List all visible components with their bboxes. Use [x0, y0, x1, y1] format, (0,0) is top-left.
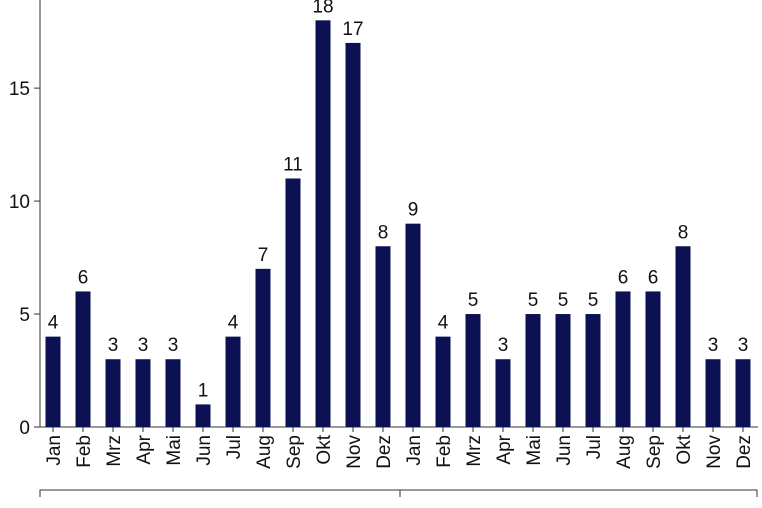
value-label: 7 [258, 245, 269, 266]
value-label: 5 [558, 290, 569, 311]
bar [255, 268, 271, 427]
value-label: 17 [342, 19, 363, 40]
value-label: 6 [648, 267, 659, 288]
bar [525, 314, 541, 427]
value-label: 8 [678, 222, 689, 243]
bar [465, 314, 481, 427]
bar [225, 336, 241, 427]
x-tick-label: Jan [404, 435, 425, 466]
value-label: 18 [312, 0, 333, 17]
bar [735, 359, 751, 427]
x-tick-label: Jul [224, 435, 245, 459]
value-label: 3 [168, 335, 179, 356]
value-label: 4 [48, 313, 59, 334]
x-tick-label: Aug [254, 435, 275, 469]
bar [345, 42, 361, 427]
x-tick-label: Mai [164, 435, 185, 466]
x-tick-label: Apr [134, 434, 155, 464]
bar [105, 359, 121, 427]
value-label: 5 [468, 290, 479, 311]
value-label: 3 [708, 335, 719, 356]
x-tick-label: Dez [374, 435, 395, 469]
value-label: 3 [498, 335, 509, 356]
y-tick-label: 5 [19, 305, 30, 326]
y-tick-label: 10 [9, 192, 30, 213]
bar [375, 246, 391, 427]
bar [495, 359, 511, 427]
x-tick-label: Mrz [104, 435, 125, 467]
x-tick-label: Jul [584, 435, 605, 459]
x-tick-label: Jun [554, 435, 575, 466]
bar [675, 246, 691, 427]
bar [135, 359, 151, 427]
bar [315, 20, 331, 427]
x-tick-label: Nov [344, 435, 365, 469]
bar [435, 336, 451, 427]
value-label: 3 [138, 335, 149, 356]
value-label: 5 [588, 290, 599, 311]
value-label: 4 [438, 313, 449, 334]
bar [585, 314, 601, 427]
x-tick-label: Mrz [464, 435, 485, 467]
x-tick-label: Feb [434, 435, 455, 468]
x-tick-label: Feb [74, 435, 95, 468]
bar [555, 314, 571, 427]
x-tick-label: Okt [674, 434, 695, 464]
value-label: 3 [738, 335, 749, 356]
x-tick-label: Nov [704, 435, 725, 469]
value-label: 6 [78, 267, 89, 288]
x-tick-label: Sep [284, 435, 305, 469]
x-tick-label: Mai [524, 435, 545, 466]
value-label: 5 [528, 290, 539, 311]
bar [615, 291, 631, 427]
x-tick-label: Dez [734, 435, 755, 469]
bar [75, 291, 91, 427]
bar [405, 223, 421, 427]
year-bracket [39, 489, 758, 497]
x-tick-label: Apr [494, 434, 515, 464]
value-label: 11 [283, 154, 303, 175]
value-label: 4 [228, 313, 239, 334]
value-label: 9 [408, 200, 419, 221]
bar [705, 359, 721, 427]
bar [285, 178, 301, 427]
value-label: 6 [618, 267, 629, 288]
x-tick-label: Sep [644, 435, 665, 469]
x-tick-label: Okt [314, 434, 335, 464]
x-tick-label: Aug [614, 435, 635, 469]
y-tick-label: 15 [9, 79, 30, 100]
value-label: 1 [198, 380, 209, 401]
bar [165, 359, 181, 427]
bar [195, 404, 211, 427]
x-tick-label: Jan [44, 435, 65, 466]
bar [645, 291, 661, 427]
value-label: 8 [378, 222, 389, 243]
x-tick-label: Jun [194, 435, 215, 466]
y-tick-label: 0 [19, 418, 30, 439]
value-label: 3 [108, 335, 119, 356]
bar [45, 336, 61, 427]
